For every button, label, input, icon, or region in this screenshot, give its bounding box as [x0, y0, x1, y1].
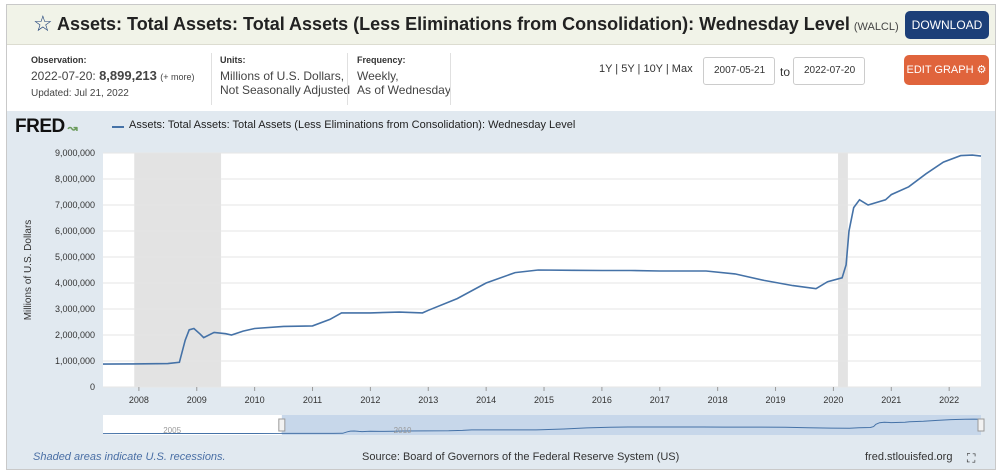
site-link[interactable]: fred.stlouisfed.org — [865, 451, 953, 463]
x-tick-label: 2018 — [708, 395, 728, 405]
units-label: Units: — [220, 55, 246, 65]
x-tick-label: 2020 — [823, 395, 843, 405]
to-label: to — [780, 65, 791, 79]
gear-icon: ⚙ — [976, 64, 987, 76]
frequency-label: Frequency: — [357, 55, 406, 65]
star-icon[interactable]: ☆ — [33, 11, 53, 36]
x-tick-label: 2015 — [534, 395, 554, 405]
fullscreen-icon[interactable]: ⛶ — [967, 451, 976, 465]
y-tick-label: 0 — [90, 382, 95, 392]
navigator-handle-left[interactable] — [278, 418, 286, 432]
download-button[interactable]: DOWNLOAD ⬇ — [905, 11, 989, 60]
divider — [450, 53, 451, 105]
range-selector[interactable]: 1Y | 5Y | 10Y | Max — [599, 63, 693, 75]
series-code: (WALCL) — [853, 21, 899, 33]
navigator-selected-range — [281, 415, 981, 435]
end-date-input[interactable]: 2022-07-20 — [793, 57, 865, 85]
download-icon: ⬇ — [941, 46, 953, 60]
frequency-line2: As of Wednesday — [357, 83, 451, 97]
units-block: Units: Millions of U.S. Dollars, Not Sea… — [220, 53, 350, 97]
title-bar: ☆ Assets: Total Assets: Total Assets (Le… — [7, 5, 995, 60]
source-note: Source: Board of Governors of the Federa… — [362, 451, 680, 463]
x-tick-label: 2010 — [245, 395, 265, 405]
recession-band — [134, 153, 222, 387]
y-tick-label: 5,000,000 — [55, 252, 95, 262]
y-tick-label: 6,000,000 — [55, 226, 95, 236]
updated-date: Updated: Jul 21, 2022 — [31, 88, 129, 99]
x-tick-label: 2008 — [129, 395, 149, 405]
x-tick-label: 2019 — [766, 395, 786, 405]
y-tick-label: 1,000,000 — [55, 356, 95, 366]
x-tick-label: 2014 — [476, 395, 496, 405]
navigator-label: 2010 — [394, 426, 412, 435]
recession-note: Shaded areas indicate U.S. recessions. — [33, 451, 226, 463]
x-tick-label: 2017 — [650, 395, 670, 405]
y-tick-label: 3,000,000 — [55, 304, 95, 314]
frequency-line1: Weekly, — [357, 69, 399, 83]
units-line2: Not Seasonally Adjusted — [220, 83, 351, 97]
units-line1: Millions of U.S. Dollars, — [220, 69, 345, 83]
y-tick-label: 8,000,000 — [55, 174, 95, 184]
x-tick-label: 2012 — [360, 395, 380, 405]
recession-band — [838, 153, 848, 387]
edit-graph-button[interactable]: EDIT GRAPH ⚙ — [904, 55, 989, 85]
x-tick-label: 2022 — [939, 395, 959, 405]
y-axis-label: Millions of U.S. Dollars — [23, 220, 34, 321]
legend-series-name: Assets: Total Assets: Total Assets (Less… — [129, 119, 576, 131]
observation-more-link[interactable]: (+ more) — [160, 72, 195, 82]
observation-label: Observation: — [31, 55, 87, 65]
y-tick-label: 4,000,000 — [55, 278, 95, 288]
x-tick-label: 2009 — [187, 395, 207, 405]
line-chart: 0 1,000,000 2,000,000 3,000,000 4,000,000 5,0… — [23, 148, 985, 435]
navigator-line — [102, 418, 982, 435]
series-line — [102, 154, 982, 365]
x-tick-label: 2013 — [418, 395, 438, 405]
chart-logo-icon: ↝ — [64, 121, 78, 135]
frequency-block: Frequency: Weekly, As of Wednesday — [357, 53, 451, 97]
y-tick-label: 9,000,000 — [55, 148, 95, 158]
legend-swatch — [112, 126, 124, 128]
fred-logo[interactable]: FRED ↝ — [15, 116, 78, 137]
observation-date: 2022-07-20: — [31, 69, 96, 83]
x-tick-label: 2016 — [592, 395, 612, 405]
series-title: Assets: Total Assets: Total Assets (Less… — [57, 14, 899, 34]
divider — [211, 53, 212, 105]
x-tick-label: 2011 — [303, 395, 322, 405]
navigator-label: 2005 — [163, 426, 181, 435]
divider — [347, 53, 348, 105]
observation-value: 8,899,213 — [99, 68, 157, 83]
x-tick-label: 2021 — [881, 395, 901, 405]
graph-panel: FRED ↝ Assets: Total Assets: Total Asset… — [7, 111, 995, 469]
y-tick-label: 7,000,000 — [55, 200, 95, 210]
observation-block: Observation: 2022-07-20: 8,899,213 (+ mo… — [31, 53, 195, 101]
start-date-input[interactable]: 2007-05-21 — [703, 57, 775, 85]
y-tick-label: 2,000,000 — [55, 330, 95, 340]
navigator-handle-right[interactable] — [977, 418, 985, 432]
fred-graph-frame: ☆ Assets: Total Assets: Total Assets (Le… — [6, 4, 996, 470]
